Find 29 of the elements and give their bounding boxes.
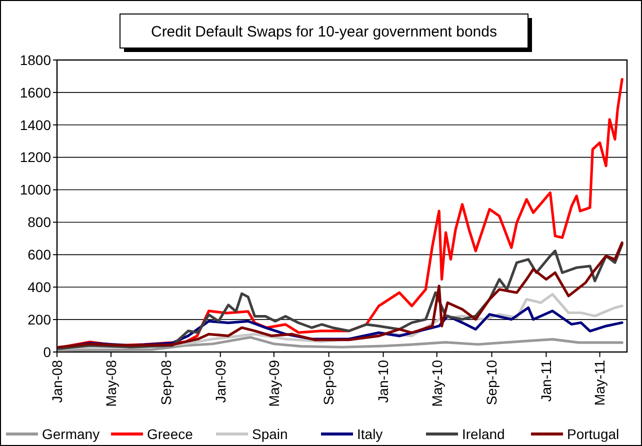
legend-label: Spain — [252, 426, 288, 442]
legend-label: Portugal — [567, 426, 620, 442]
x-tick-label: Sep-09 — [320, 360, 337, 406]
y-tick-label: 1800 — [20, 52, 52, 68]
y-tick-label: 400 — [28, 279, 52, 296]
y-tick-label: 1600 — [20, 84, 52, 100]
x-tick-label: Jan-11 — [538, 360, 554, 402]
x-tick-label: May-08 — [102, 360, 119, 407]
y-tick-label: 600 — [28, 246, 52, 263]
x-tick-label: Jan-08 — [48, 360, 65, 403]
x-tick-label: Jan-09 — [212, 360, 228, 403]
chart-title: Credit Default Swaps for 10-year government bonds — [150, 23, 498, 40]
legend-label: Ireland — [462, 426, 505, 442]
y-tick-label: 1200 — [20, 149, 52, 166]
x-tick-label: May-09 — [266, 360, 282, 407]
legend-label: Greece — [147, 426, 194, 442]
x-tick-label: Jan-10 — [375, 360, 392, 403]
x-tick-label: May-10 — [428, 360, 445, 407]
y-tick-label: 800 — [28, 214, 52, 230]
y-tick-label: 1400 — [20, 116, 52, 133]
legend-label: Italy — [357, 426, 383, 442]
y-tick-label: 1000 — [20, 182, 52, 198]
y-tick-label: 0 — [43, 344, 52, 360]
y-tick-label: 200 — [28, 311, 52, 328]
x-tick-label: Sep-08 — [158, 360, 174, 406]
x-tick-label: Sep-10 — [484, 360, 500, 406]
line-series — [57, 336, 624, 352]
legend-label: Germany — [42, 426, 100, 442]
x-tick-label: May-11 — [592, 360, 608, 406]
